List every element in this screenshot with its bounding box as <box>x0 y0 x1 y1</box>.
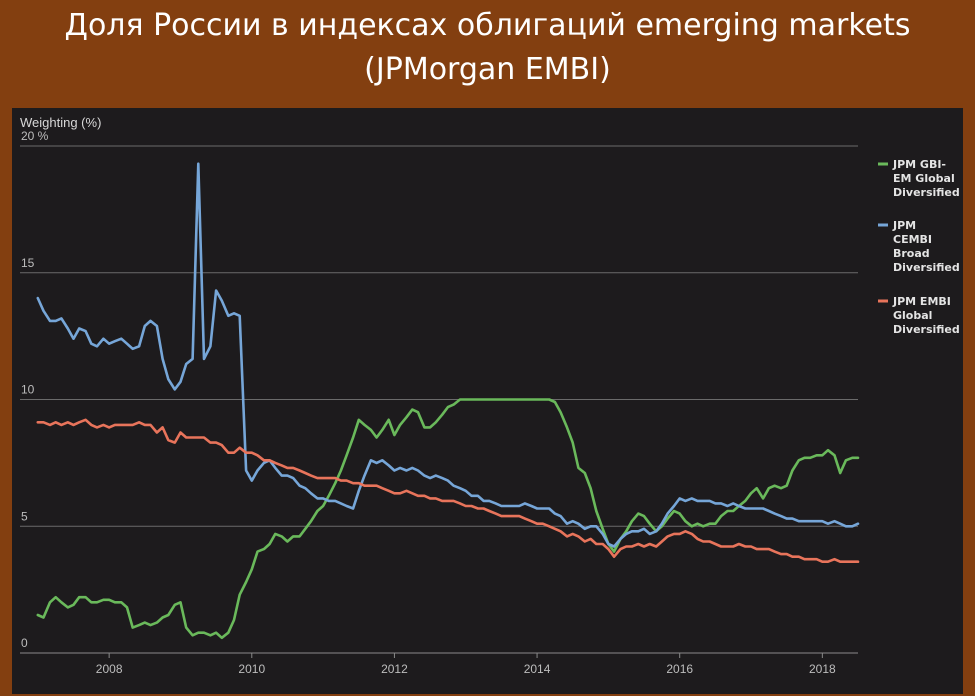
legend-entry-text: JPM EMBI <box>892 295 951 308</box>
y-tick-label: 15 <box>21 256 35 270</box>
y-tick-label: 0 <box>21 636 28 650</box>
y-tick-labels: 20 % 15 10 5 0 <box>21 129 49 650</box>
y-tick-label: 10 <box>21 383 35 397</box>
x-tick-label: 2016 <box>666 662 693 676</box>
legend-entry-text: Broad <box>893 247 930 260</box>
series-lines <box>36 162 860 640</box>
legend-entry-text: CEMBI <box>893 233 932 246</box>
y-tick-label: 5 <box>21 509 28 523</box>
title-line-2: (JPMorgan EMBI) <box>364 52 611 87</box>
chart-panel: Weighting (%) 20 % 15 10 5 0 2008 2010 2012 201… <box>12 108 963 694</box>
y-axis-label: Weighting (%) <box>20 115 101 130</box>
legend-entry-text: Global <box>893 309 932 322</box>
x-tick-label: 2010 <box>238 662 265 676</box>
series-line-2 <box>36 162 860 548</box>
x-tick-labels: 2008 2010 2012 2014 2016 2018 <box>96 653 836 676</box>
x-tick-label: 2008 <box>96 662 123 676</box>
x-tick-label: 2014 <box>524 662 551 676</box>
line-chart: Weighting (%) 20 % 15 10 5 0 2008 2010 2012 201… <box>20 115 960 676</box>
grid <box>20 145 858 654</box>
legend-entry-text: JPM GBI- <box>892 158 946 171</box>
legend-entry-text: Diversified <box>893 186 960 199</box>
x-tick-label: 2012 <box>381 662 408 676</box>
x-tick-label: 2018 <box>809 662 836 676</box>
slide-title: Доля России в индексах облигаций emergin… <box>0 4 975 92</box>
legend-entry-text: Diversified <box>893 261 960 274</box>
series-line-1 <box>36 398 860 640</box>
y-tick-label: 20 % <box>21 129 49 143</box>
series-line-3 <box>36 418 860 563</box>
legend: JPM GBI-EM GlobalDiversifiedJPMCEMBIBroa… <box>878 158 960 336</box>
legend-entry-text: JPM <box>892 219 916 232</box>
legend-entry-text: EM Global <box>893 172 955 185</box>
legend-entry-text: Diversified <box>893 323 960 336</box>
title-line-1: Доля России в индексах облигаций emergin… <box>64 8 911 43</box>
